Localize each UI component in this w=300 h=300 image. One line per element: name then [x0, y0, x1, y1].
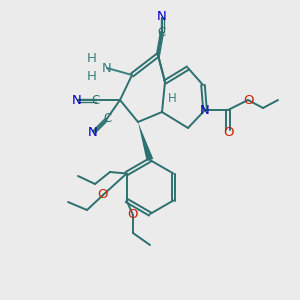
Text: N: N — [157, 10, 167, 22]
Text: O: O — [98, 188, 108, 202]
Text: O: O — [128, 208, 138, 221]
Polygon shape — [138, 122, 153, 161]
Text: N: N — [88, 127, 98, 140]
Text: N: N — [102, 61, 112, 74]
Text: H: H — [168, 92, 176, 104]
Text: C: C — [92, 94, 100, 106]
Text: H: H — [87, 70, 97, 83]
Text: N: N — [72, 94, 82, 106]
Text: O: O — [223, 127, 233, 140]
Text: C: C — [158, 26, 166, 38]
Text: C: C — [103, 112, 111, 125]
Text: N: N — [200, 103, 210, 116]
Text: H: H — [87, 52, 97, 64]
Text: O: O — [243, 94, 253, 106]
